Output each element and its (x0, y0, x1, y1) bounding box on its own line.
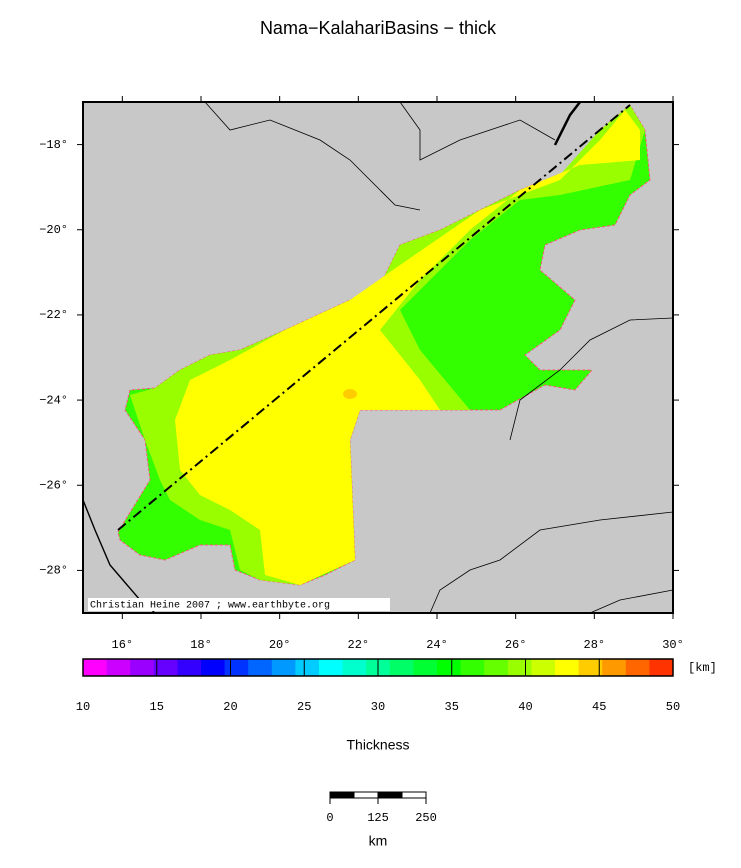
x-tick-label: 28° (584, 638, 606, 652)
x-tick-label: 16° (112, 638, 134, 652)
y-tick-label: −18° (39, 138, 68, 152)
x-tick-label: 20° (269, 638, 291, 652)
color-segment (507, 659, 532, 676)
color-segment (484, 659, 509, 676)
colorbar-tick-label: 35 (445, 700, 459, 714)
rivers (82, 101, 674, 614)
y-tick-label: −28° (39, 564, 68, 578)
color-segment (555, 659, 580, 676)
color-segment (271, 659, 296, 676)
color-segment (625, 659, 650, 676)
color-segment (602, 659, 627, 676)
scalebar-segment (401, 791, 427, 799)
x-tick-label: 22° (348, 638, 370, 652)
color-segment (531, 659, 556, 676)
x-tick-label: 18° (190, 638, 212, 652)
color-segment (649, 659, 674, 676)
color-segment (224, 659, 249, 676)
color-segment (177, 659, 202, 676)
map-frame (82, 101, 674, 614)
color-segment (83, 659, 108, 676)
color-segment (413, 659, 438, 676)
y-tick-label: −24° (39, 393, 68, 407)
color-segment (460, 659, 485, 676)
colorbar-tick-label: 25 (297, 700, 311, 714)
title: Nama−KalahariBasins − thick (260, 18, 497, 38)
colorbar-unit: [km] (688, 661, 717, 675)
colorbar-tick-label: 40 (518, 700, 532, 714)
colorbar-tick-label: 50 (666, 700, 680, 714)
scalebar-segment (353, 791, 379, 799)
basin-zone (343, 389, 357, 399)
color-segment (106, 659, 131, 676)
colorbar-tick-label: 45 (592, 700, 606, 714)
color-segment (295, 659, 320, 676)
credit-box (88, 598, 390, 611)
x-tick-label: 26° (505, 638, 527, 652)
color-segment (248, 659, 273, 676)
colorbar-tick-label: 10 (76, 700, 90, 714)
scalebar-label: 0 (326, 811, 333, 825)
color-segment (578, 659, 603, 676)
color-segment (389, 659, 414, 676)
scalebar-segment (377, 791, 403, 799)
color-segment (342, 659, 367, 676)
scalebar-segment (329, 791, 355, 799)
colorbar-tick-label: 30 (371, 700, 385, 714)
x-tick-label: 30° (662, 638, 684, 652)
map: Christian Heine 2007 ; www.earthbyte.org (82, 101, 674, 614)
credit: Christian Heine 2007 ; www.earthbyte.org (90, 600, 330, 612)
y-tick-label: −26° (39, 478, 68, 492)
color-segment (153, 659, 178, 676)
scalebar-unit: km (369, 833, 388, 849)
profile-line (117, 104, 631, 531)
scalebar-label: 250 (415, 811, 437, 825)
color-segment (130, 659, 155, 676)
scalebar-label: 125 (367, 811, 389, 825)
x-tick-label: 24° (426, 638, 448, 652)
color-segment (201, 659, 226, 676)
color-segment (437, 659, 462, 676)
y-tick-label: −20° (39, 223, 68, 237)
y-tick-label: −22° (39, 308, 68, 322)
basin-zone (175, 110, 640, 585)
color-segment (319, 659, 344, 676)
colorbar-tick-label: 15 (150, 700, 164, 714)
colorbar-tick-label: 20 (223, 700, 237, 714)
colorbar-label: Thickness (346, 737, 409, 753)
